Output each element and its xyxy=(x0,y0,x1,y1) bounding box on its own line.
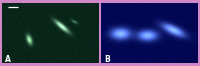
Text: B: B xyxy=(104,55,110,64)
Text: A: A xyxy=(5,55,11,64)
